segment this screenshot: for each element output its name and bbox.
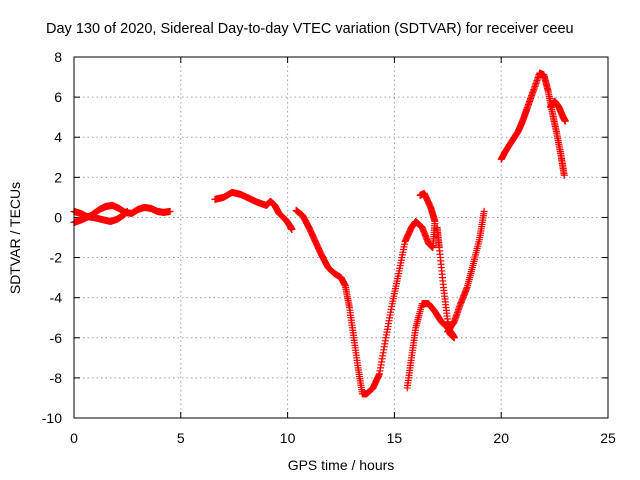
segment-2 (70, 207, 131, 225)
y-tick-label: 6 (54, 89, 62, 105)
y-tick-label: 2 (54, 169, 62, 185)
y-tick-label: -6 (50, 330, 63, 346)
y-tick-label: 4 (54, 129, 62, 145)
data-series (70, 69, 569, 398)
x-tick-label: 0 (70, 430, 78, 446)
data-point-marker (416, 191, 424, 199)
y-tick-label: -2 (50, 250, 63, 266)
data-point-marker (560, 171, 568, 179)
y-tick-label: -8 (50, 370, 63, 386)
plot-frame (73, 56, 609, 419)
data-point-marker (433, 223, 441, 231)
y-tick-label: -10 (42, 410, 62, 426)
data-point-marker (288, 225, 296, 233)
segment-6 (444, 207, 488, 336)
y-tick-label: 8 (54, 49, 62, 65)
y-tick-label: -4 (50, 290, 63, 306)
grid (74, 57, 608, 418)
y-axis-label: SDTVAR / TECUs (7, 182, 23, 294)
x-tick-labels: 0 5 10 15 20 25 (70, 430, 616, 446)
data-point-marker (166, 207, 174, 215)
segment-4 (292, 189, 439, 398)
segment-7 (497, 69, 568, 179)
data-point-marker (123, 207, 131, 215)
x-tick-label: 20 (493, 430, 509, 446)
x-tick-label: 15 (387, 430, 403, 446)
segment-8 (546, 97, 569, 125)
y-tick-labels: -10 -8 -6 -4 -2 0 2 4 6 8 (42, 49, 62, 426)
x-tick-label: 25 (600, 430, 616, 446)
segment-3 (211, 188, 296, 233)
y-tick-label: 0 (54, 209, 62, 225)
chart-title: Day 130 of 2020, Sidereal Day-to-day VTE… (46, 21, 574, 37)
x-tick-label: 10 (280, 430, 296, 446)
x-tick-label: 5 (177, 430, 185, 446)
data-point-marker (480, 207, 488, 215)
segment-1 (70, 201, 174, 226)
x-axis-label: GPS time / hours (288, 457, 395, 473)
data-point-marker (561, 117, 569, 125)
